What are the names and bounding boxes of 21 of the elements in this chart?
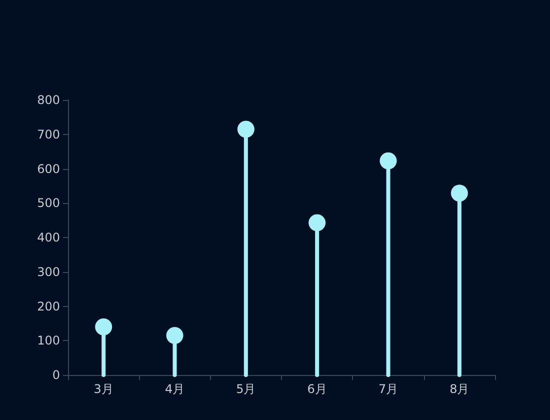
y-tick-label: 500 bbox=[37, 196, 60, 210]
point bbox=[308, 214, 326, 232]
y-tick-label: 400 bbox=[37, 230, 60, 244]
x-tick-label: 5月 bbox=[236, 382, 256, 396]
point bbox=[380, 152, 397, 170]
x-tick-label: 7月 bbox=[378, 382, 398, 396]
point bbox=[450, 184, 468, 202]
y-tick-label: 800 bbox=[37, 93, 60, 107]
point bbox=[166, 326, 184, 344]
x-tick-label: 6月 bbox=[307, 382, 327, 396]
point bbox=[95, 318, 112, 336]
x-tick-label: 8月 bbox=[450, 382, 470, 396]
y-tick-label: 300 bbox=[37, 264, 60, 279]
x-tick-label: 4月 bbox=[164, 382, 185, 396]
x-tick-label: 3月 bbox=[94, 382, 114, 396]
y-tick-label: 700 bbox=[37, 127, 60, 142]
y-tick-label: 200 bbox=[37, 299, 60, 314]
y-tick-label: 0 bbox=[52, 368, 60, 382]
point bbox=[237, 120, 254, 138]
y-tick-label: 600 bbox=[37, 162, 60, 176]
y-tick-label: 100 bbox=[37, 334, 60, 348]
